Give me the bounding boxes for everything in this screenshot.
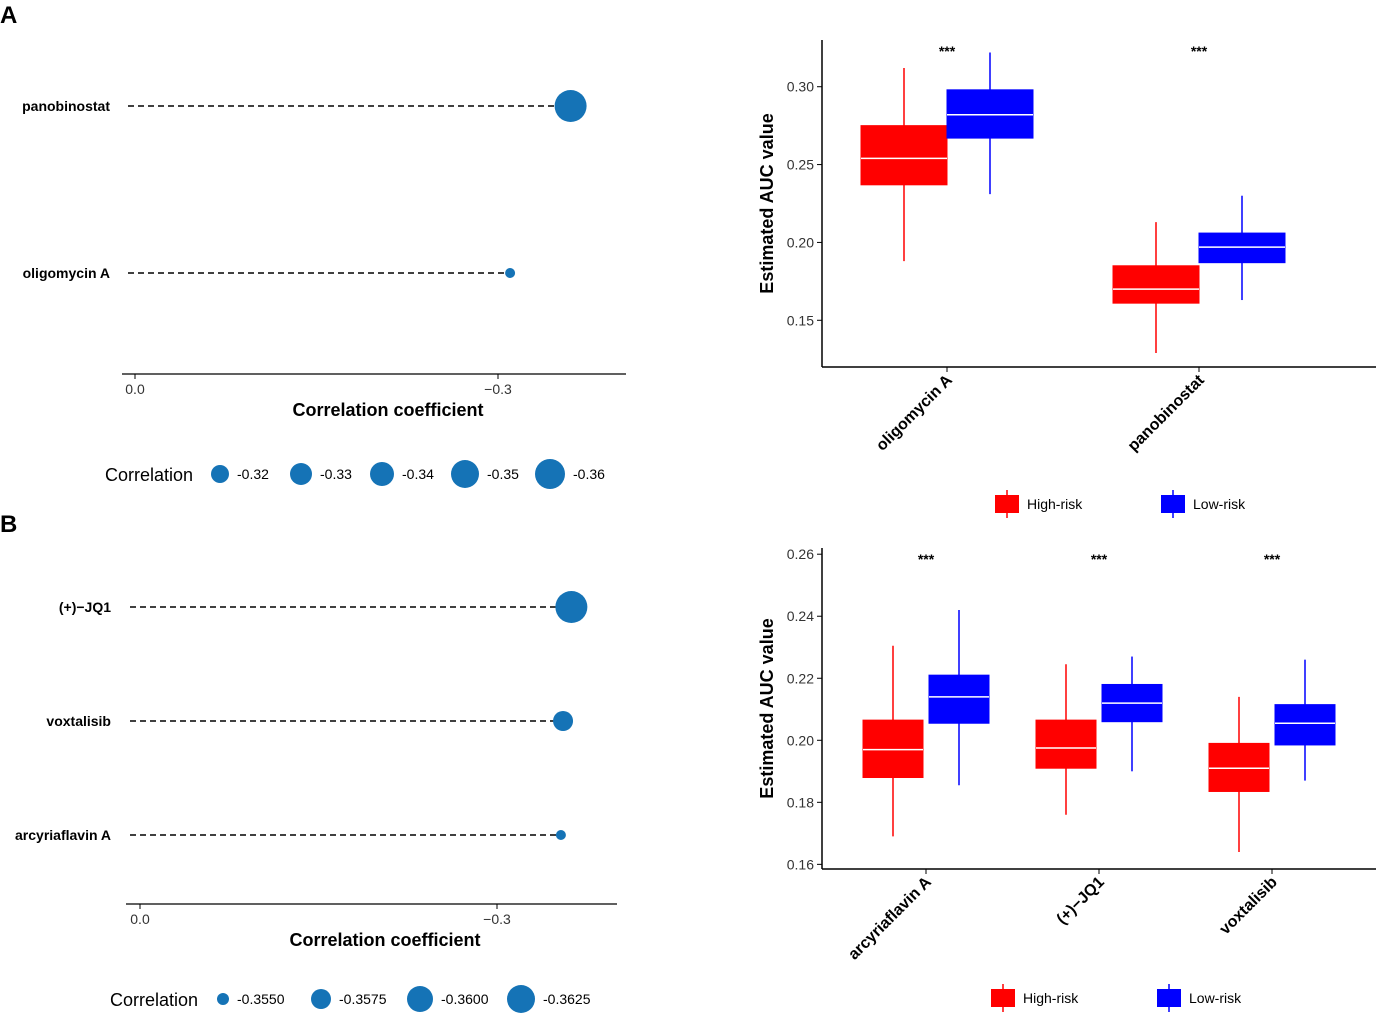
- legend-swatch-1: [1157, 989, 1181, 1007]
- correlation-dot-0: [554, 90, 587, 122]
- boxplot-chart-a: 0.15 0.20 0.25 0.30 Estimated AUC value *** ol…: [757, 40, 1376, 518]
- box-0-0: [860, 125, 948, 186]
- size-legend-dot-3: [507, 985, 535, 1013]
- size-legend-label-0: -0.3550: [237, 991, 285, 1007]
- category-label-0: arcyriaflavin A: [845, 873, 935, 963]
- box-1-1: [1198, 232, 1286, 264]
- y-tick-label-5: 0.26: [787, 546, 814, 562]
- size-legend-label-1: -0.33: [320, 466, 352, 482]
- y-axis-title: Estimated AUC value: [757, 618, 777, 798]
- size-legend-dot-1: [311, 989, 331, 1009]
- panel-label-b: B: [0, 511, 17, 538]
- size-legend-dot-3: [451, 460, 479, 488]
- size-legend-title: Correlation: [105, 465, 193, 485]
- size-legend-dot-2: [370, 462, 394, 486]
- category-label-1: panobinostat: [1125, 371, 1209, 455]
- y-tick-label-1: 0.20: [787, 234, 814, 250]
- x-axis-title: Correlation coefficient: [292, 400, 483, 420]
- panel-label-a: A: [0, 2, 17, 29]
- size-legend-label-2: -0.34: [402, 466, 434, 482]
- category-label-2: voxtalisib: [1217, 874, 1281, 938]
- drug-label-2: arcyriaflavin A: [15, 827, 111, 843]
- correlation-dot-1: [553, 711, 574, 731]
- legend-label-1: Low-risk: [1193, 496, 1246, 512]
- box-0-1: [946, 89, 1034, 139]
- correlation-dot-2: [555, 830, 566, 840]
- y-axis-title: Estimated AUC value: [757, 113, 777, 293]
- drug-label-1: oligomycin A: [23, 265, 110, 281]
- size-legend-label-3: -0.3625: [543, 991, 591, 1007]
- box-1-0: [1035, 719, 1097, 769]
- x-tick-label-0: 0.0: [130, 911, 150, 927]
- drug-label-0: panobinostat: [22, 98, 110, 114]
- y-tick-label-4: 0.24: [787, 608, 814, 624]
- significance-mark-2: ***: [1264, 551, 1281, 567]
- significance-mark-1: ***: [1091, 551, 1108, 567]
- box-2-0: [1208, 742, 1270, 792]
- category-label-1: (+)−JQ1: [1054, 874, 1108, 928]
- size-legend-dot-0: [211, 465, 229, 483]
- legend-swatch-1: [1161, 495, 1185, 513]
- x-axis-title: Correlation coefficient: [289, 930, 480, 950]
- box-1-0: [1112, 265, 1200, 304]
- size-legend-label-0: -0.32: [237, 466, 269, 482]
- significance-mark-0: ***: [918, 551, 935, 567]
- drug-label-1: voxtalisib: [46, 713, 111, 729]
- legend-swatch-0: [995, 495, 1019, 513]
- legend-label-0: High-risk: [1027, 496, 1083, 512]
- y-tick-label-3: 0.22: [787, 670, 814, 686]
- category-label-0: oligomycin A: [873, 371, 956, 454]
- correlation-dot-1: [505, 268, 516, 278]
- drug-label-0: (+)−JQ1: [59, 599, 111, 615]
- y-tick-label-2: 0.25: [787, 157, 814, 173]
- size-legend-label-4: -0.36: [573, 466, 605, 482]
- box-0-1: [928, 674, 990, 724]
- significance-mark-0: ***: [939, 43, 956, 59]
- y-tick-label-0: 0.15: [787, 312, 814, 328]
- y-tick-label-3: 0.30: [787, 79, 814, 95]
- legend-label-1: Low-risk: [1189, 990, 1242, 1006]
- correlation-dot-0: [555, 591, 588, 623]
- size-legend-dot-1: [290, 463, 312, 485]
- y-tick-label-2: 0.20: [787, 732, 814, 748]
- legend-label-0: High-risk: [1023, 990, 1079, 1006]
- x-tick-label-0: 0.0: [125, 381, 145, 397]
- size-legend-label-1: -0.3575: [339, 991, 387, 1007]
- size-legend-title: Correlation: [110, 990, 198, 1010]
- significance-mark-1: ***: [1191, 43, 1208, 59]
- size-legend-dot-0: [217, 993, 229, 1005]
- x-tick-label-1: −0.3: [484, 381, 512, 397]
- boxplot-chart-b: 0.16 0.18 0.20 0.22 0.24 0.26 Estimated AUC va…: [757, 546, 1376, 1012]
- box-0-0: [862, 719, 924, 779]
- size-legend-label-3: -0.35: [487, 466, 519, 482]
- y-tick-label-0: 0.16: [787, 856, 814, 872]
- size-legend-label-2: -0.3600: [441, 991, 489, 1007]
- y-tick-label-1: 0.18: [787, 794, 814, 810]
- size-legend-dot-2: [407, 986, 433, 1012]
- legend-swatch-0: [991, 989, 1015, 1007]
- size-legend-dot-4: [535, 459, 565, 489]
- x-tick-label-1: −0.3: [483, 911, 511, 927]
- box-2-1: [1274, 704, 1336, 746]
